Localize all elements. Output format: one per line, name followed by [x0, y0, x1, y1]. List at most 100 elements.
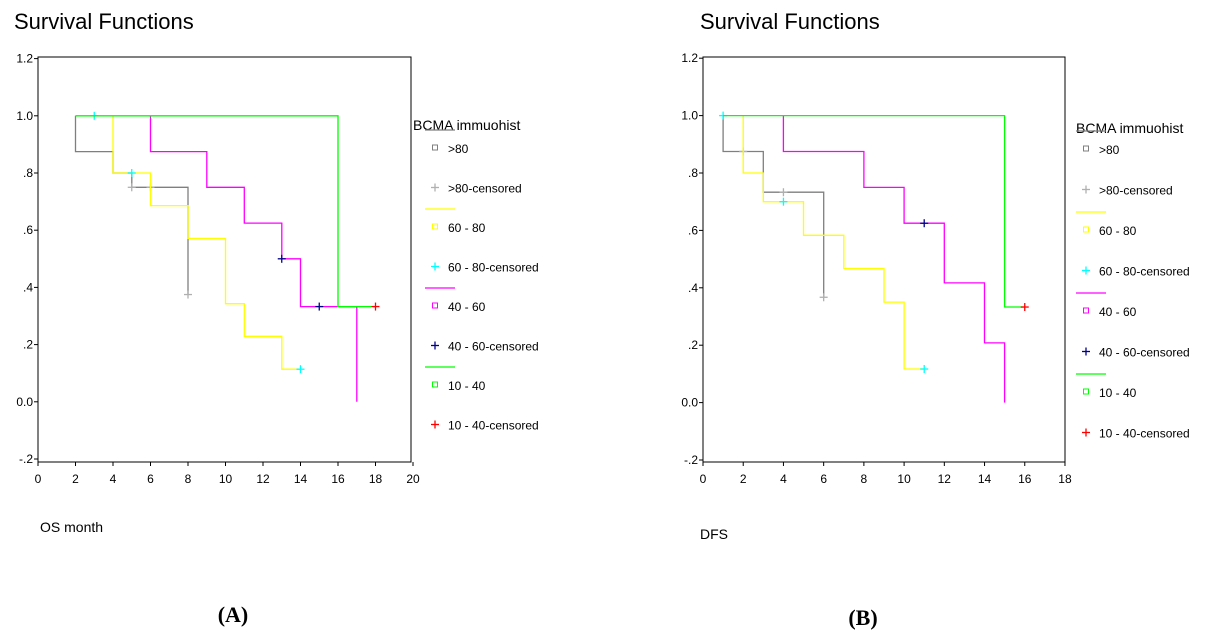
panel-b-legend-item: 60 - 80-censored — [1082, 265, 1190, 279]
panel-b-y-axis: -.2 0.0 .2 .4 .6 .8 1.0 1.2 — [681, 51, 703, 467]
panel-b-x-tick-label: 12 — [938, 472, 952, 486]
panel-a-censor-mark — [127, 183, 136, 192]
panel-b-x-tick-label: 16 — [1018, 472, 1032, 486]
panel-b-censor-mark — [779, 197, 788, 206]
panel-b-legend-label: 40 - 60-censored — [1099, 346, 1190, 360]
panel-b-legend-label: 10 - 40-censored — [1099, 427, 1190, 441]
panel-a-legend-label: 40 - 60 — [448, 300, 486, 314]
panel-b-plot-frame — [702, 56, 1066, 463]
panel-a-series-line-3 — [75, 115, 376, 308]
panel-b-y-tick-label: -.2 — [684, 453, 698, 467]
panel-b-series-line-1 — [742, 115, 925, 370]
panel-b-x-tick-label: 10 — [897, 472, 911, 486]
panel-a-y-tick-label: 0.0 — [16, 395, 33, 409]
panel-b-x-tick-label: 18 — [1058, 472, 1072, 486]
panel-a-legend-label: 40 - 60-censored — [448, 340, 539, 354]
panel-b-legend-label: >80-censored — [1099, 184, 1173, 198]
panel-b-legend-square-marker — [1083, 226, 1089, 233]
panel-a-legend-label: 10 - 40-censored — [448, 419, 539, 433]
panel-b-y-tick-label: .2 — [688, 338, 698, 352]
panel-b-legend-label: 10 - 40 — [1099, 386, 1137, 400]
panel-a-label: (A) — [218, 602, 249, 627]
panel-a-legend-plus-marker — [431, 262, 439, 271]
panel-b-x-tick-label: 6 — [820, 472, 827, 486]
panel-a-legend-item: 40 - 60 — [425, 287, 486, 314]
panel-a-x-tick-label: 12 — [256, 472, 270, 486]
panel-b-censor-mark — [920, 365, 929, 374]
panel-a-x-tick-label: 0 — [35, 472, 42, 486]
panel-a-legend-square-marker — [432, 144, 438, 151]
panel-a-y-tick-label: .4 — [23, 280, 33, 294]
panel-a-censor-mark — [184, 290, 192, 299]
panel-a-y-tick-label: 1.2 — [16, 52, 33, 66]
panel-b-y-tick-label: 1.2 — [681, 51, 698, 65]
panel-b-legend-item: 60 - 80 — [1076, 211, 1137, 238]
panel-b-y-tick-label: 1.0 — [681, 109, 698, 123]
panel-a-plot-frame — [37, 56, 412, 463]
panel-a-censor-mark — [296, 365, 305, 374]
panel-a-y-tick-label: .2 — [23, 338, 33, 352]
panel-a-legend: >80 >80-censored 60 - 80 60 - 80-censored 40… — [425, 129, 539, 433]
panel-b-legend-item: 10 - 40-censored — [1082, 427, 1190, 441]
panel-a-legend-item: 60 - 80-censored — [431, 261, 539, 275]
panel-b-legend-label: 60 - 80 — [1099, 224, 1137, 238]
panel-a-legend-item: 40 - 60-censored — [431, 340, 539, 354]
panel-b-x-tick-label: 8 — [861, 472, 868, 486]
panel-a-legend-item: 10 - 40 — [425, 366, 486, 393]
panel-a-legend-label: >80-censored — [448, 182, 522, 196]
panel-b-legend-item: 40 - 60 — [1076, 292, 1137, 319]
panel-b-censor-mark — [779, 188, 788, 197]
panel-a-x-label: OS month — [40, 519, 103, 535]
panel-a-y-tick-label: .8 — [23, 166, 33, 180]
panel-a: Survival Functions -.20.0.2.4.6.81.01.2 … — [14, 9, 539, 627]
panel-b-y-tick-label: .8 — [688, 166, 698, 180]
panel-b-legend-plus-marker — [1082, 428, 1090, 437]
panel-b-y-tick-label: .4 — [688, 281, 698, 295]
panel-a-censor-mark — [315, 302, 324, 311]
panel-a-y-tick-label: -.2 — [19, 452, 33, 466]
panel-b-legend-square-marker — [1083, 388, 1089, 395]
panel-b-legend-square-marker — [1083, 145, 1089, 152]
panel-a-legend-item: >80 — [425, 129, 469, 156]
panel-b-legend-item: >80-censored — [1082, 184, 1173, 198]
panel-a-legend-plus-marker — [431, 183, 439, 192]
panel-a-x-tick-label: 20 — [406, 472, 420, 486]
panel-a-series-line-2 — [149, 115, 358, 402]
panel-b-series — [719, 111, 1029, 403]
panel-a-censor-mark — [277, 254, 286, 263]
panel-a-censor-mark — [371, 302, 380, 311]
panel-b-series-line-0 — [722, 115, 825, 298]
panel-b-label: (B) — [848, 605, 877, 630]
panel-a-x-axis: 0 2 4 6 8 10 12 14 16 18 20 — [35, 462, 420, 486]
panel-a-legend-label: 10 - 40 — [448, 379, 486, 393]
panel-a-x-tick-label: 8 — [185, 472, 192, 486]
panel-a-legend-label: >80 — [448, 142, 469, 156]
panel-b-x-tick-label: 4 — [780, 472, 787, 486]
panel-b-legend-label: 40 - 60 — [1099, 305, 1137, 319]
panel-a-x-tick-label: 2 — [72, 472, 79, 486]
panel-a-censor-mark — [127, 169, 136, 177]
panel-b-legend-label: >80 — [1099, 143, 1120, 157]
panel-b-y-tick-label: .6 — [688, 223, 698, 237]
panel-a-legend-square-marker — [432, 223, 438, 230]
panel-b-y-tick-label: 0.0 — [681, 396, 698, 410]
panel-b-series-line-2 — [782, 115, 1006, 403]
panel-b-title: Survival Functions — [700, 9, 880, 34]
panel-b-legend: >80 >80-censored 60 - 80 60 - 80-censored 40… — [1076, 130, 1190, 441]
panel-b-legend-title: BCMA immuohist — [1076, 120, 1183, 136]
panel-b-censor-mark — [920, 219, 929, 228]
panel-b-legend-plus-marker — [1082, 185, 1090, 194]
panel-a-legend-item: 10 - 40-censored — [431, 419, 539, 433]
panel-a-y-tick-label: 1.0 — [16, 109, 33, 123]
panel-a-legend-item: 60 - 80 — [425, 208, 486, 235]
panel-a-x-tick-label: 10 — [219, 472, 233, 486]
panel-b-series-line-3 — [723, 114, 1025, 308]
panel-a-legend-item: >80-censored — [431, 182, 522, 196]
panel-a-series — [74, 111, 380, 402]
panel-a-legend-label: 60 - 80 — [448, 221, 486, 235]
panel-b-legend-plus-marker — [1082, 347, 1090, 356]
panel-a-legend-plus-marker — [431, 420, 439, 429]
panel-a-y-axis: -.2 0.0 .2 .4 .6 .8 1.0 1.2 — [16, 52, 38, 466]
panel-a-x-tick-label: 6 — [147, 472, 154, 486]
